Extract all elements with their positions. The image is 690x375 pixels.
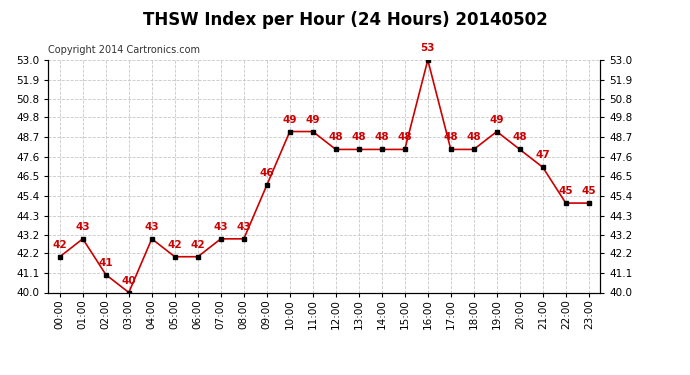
Text: 45: 45 bbox=[558, 186, 573, 196]
Text: Copyright 2014 Cartronics.com: Copyright 2014 Cartronics.com bbox=[48, 45, 200, 55]
Text: 48: 48 bbox=[351, 132, 366, 142]
Text: 46: 46 bbox=[259, 168, 274, 178]
Text: 45: 45 bbox=[582, 186, 596, 196]
Text: 43: 43 bbox=[144, 222, 159, 232]
Text: 41: 41 bbox=[99, 258, 113, 268]
Text: 43: 43 bbox=[237, 222, 251, 232]
Text: 42: 42 bbox=[52, 240, 67, 250]
Text: THSW  (°F): THSW (°F) bbox=[582, 37, 640, 47]
Text: 48: 48 bbox=[375, 132, 389, 142]
Text: 48: 48 bbox=[328, 132, 343, 142]
Text: 43: 43 bbox=[213, 222, 228, 232]
Text: 53: 53 bbox=[420, 43, 435, 53]
Text: 49: 49 bbox=[282, 115, 297, 125]
Text: 48: 48 bbox=[444, 132, 458, 142]
Text: 49: 49 bbox=[306, 115, 320, 125]
Text: 40: 40 bbox=[121, 276, 136, 285]
Text: 47: 47 bbox=[535, 150, 550, 160]
Text: 48: 48 bbox=[397, 132, 412, 142]
Text: 48: 48 bbox=[513, 132, 527, 142]
Text: 42: 42 bbox=[190, 240, 205, 250]
Text: 48: 48 bbox=[466, 132, 481, 142]
Text: 42: 42 bbox=[168, 240, 182, 250]
Text: THSW Index per Hour (24 Hours) 20140502: THSW Index per Hour (24 Hours) 20140502 bbox=[143, 11, 547, 29]
Text: 43: 43 bbox=[75, 222, 90, 232]
Text: 49: 49 bbox=[489, 115, 504, 125]
